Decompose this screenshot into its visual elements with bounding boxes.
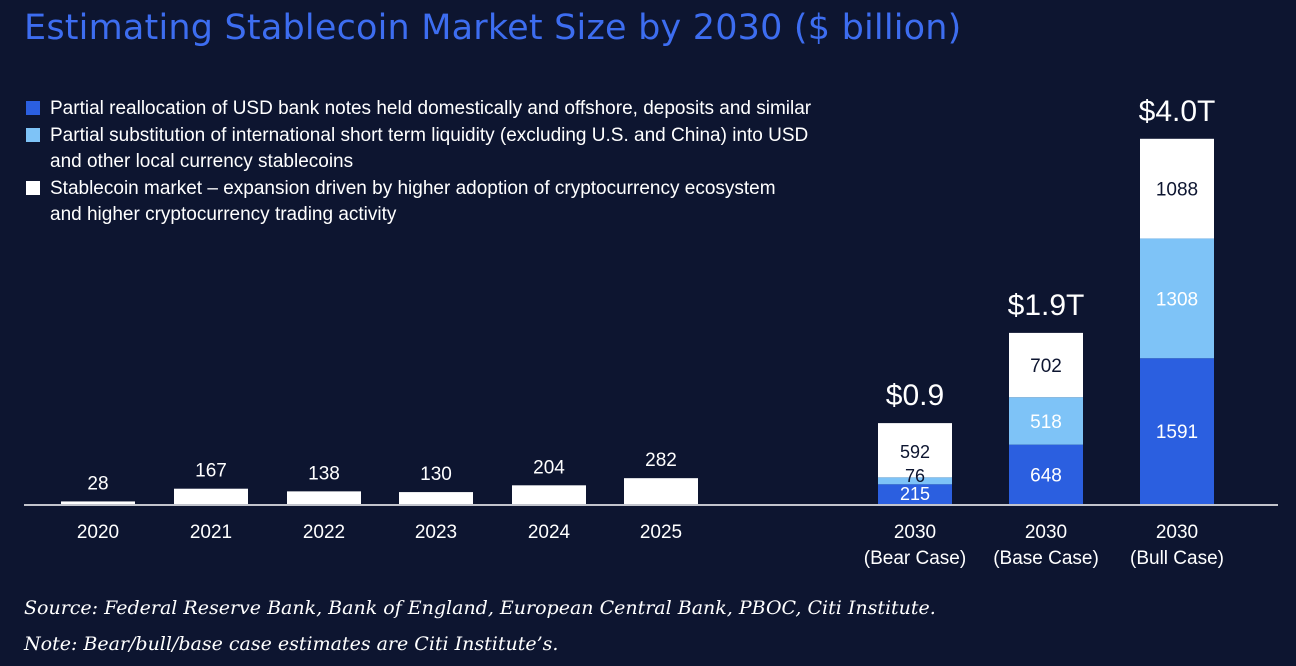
segment-label-bear-expansion: 592 [900, 442, 930, 462]
bar-2020 [61, 501, 135, 504]
segment-label-bull-reallocation: 1591 [1156, 422, 1198, 443]
segment-bear-expansion [878, 423, 952, 478]
x-tick-2022: 2022 [303, 522, 345, 543]
legend-item-reallocation: Partial reallocation of USD bank notes h… [26, 96, 811, 123]
total-label-base: $1.9T [1008, 289, 1085, 322]
bar-value-2021: 167 [195, 461, 227, 482]
x-tick-2021: 2021 [190, 522, 232, 543]
segment-label-bear-substitution: 76 [905, 466, 925, 486]
segment-bull-expansion [1140, 138, 1214, 239]
segment-label-base-reallocation: 648 [1030, 465, 1062, 486]
x-tick-bull-case: (Bull Case) [1130, 548, 1224, 569]
bar-value-2023: 130 [420, 464, 452, 485]
bar-value-2022: 138 [308, 463, 340, 484]
legend: Partial reallocation of USD bank notes h… [26, 96, 811, 229]
segment-base-reallocation [1009, 444, 1083, 504]
bar-2021 [174, 488, 248, 504]
legend-item-expansion: Stablecoin market – expansion driven by … [26, 176, 811, 229]
bar-2023 [399, 492, 473, 504]
x-tick-base-year: 2030 [1025, 522, 1067, 543]
bar-value-2024: 204 [533, 457, 565, 478]
segment-bear-substitution [878, 477, 952, 485]
segment-bear-reallocation [878, 484, 952, 504]
bar-2024 [512, 485, 586, 504]
x-tick-2025: 2025 [640, 522, 682, 543]
bar-value-2020: 28 [87, 473, 108, 494]
segment-label-base-expansion: 702 [1030, 356, 1062, 377]
legend-label-substitution-line2: and other local currency stablecoins [50, 151, 354, 172]
legend-label-reallocation: Partial reallocation of USD bank notes h… [50, 98, 812, 119]
x-tick-2024: 2024 [528, 522, 571, 543]
source-note: Source: Federal Reserve Bank, Bank of En… [24, 597, 936, 619]
x-tick-2020: 2020 [77, 522, 119, 543]
bar-2022 [287, 491, 361, 504]
legend-label-expansion-line2: and higher cryptocurrency trading activi… [50, 204, 397, 225]
legend-label-substitution-line1: Partial substitution of international sh… [50, 124, 809, 146]
estimate-note: Note: Bear/bull/base case estimates are … [24, 633, 559, 655]
x-tick-bear-year: 2030 [894, 522, 936, 543]
chart-area: 28 2020 167 2021 138 2022 130 2023 204 2024 282 202… [24, 95, 1278, 569]
x-tick-bear-case: (Bear Case) [864, 548, 966, 569]
total-label-bear: $0.9 [886, 379, 944, 412]
segment-label-bull-substitution: 1308 [1156, 289, 1198, 310]
legend-item-substitution: Partial substitution of international sh… [26, 123, 811, 176]
x-tick-base-case: (Base Case) [993, 548, 1099, 569]
segment-base-substitution [1009, 397, 1083, 445]
segment-label-bull-expansion: 1088 [1156, 180, 1198, 201]
segment-bull-reallocation [1140, 358, 1214, 504]
legend-swatch-substitution [26, 127, 40, 142]
segment-label-bear-reallocation: 215 [900, 484, 930, 504]
chart-title: Estimating Stablecoin Market Size by 203… [24, 8, 962, 48]
x-tick-2023: 2023 [415, 522, 457, 543]
total-label-bull: $4.0T [1139, 95, 1216, 128]
legend-label-expansion-line1: Stablecoin market – expansion driven by … [50, 177, 776, 199]
segment-bull-substitution [1140, 238, 1214, 359]
bar-2025 [624, 478, 698, 504]
x-tick-bull-year: 2030 [1156, 522, 1198, 543]
segment-base-expansion [1009, 332, 1083, 398]
bar-value-2025: 282 [645, 450, 677, 471]
legend-swatch-expansion [26, 180, 40, 195]
legend-swatch-reallocation [26, 101, 40, 115]
segment-label-base-substitution: 518 [1030, 412, 1062, 433]
